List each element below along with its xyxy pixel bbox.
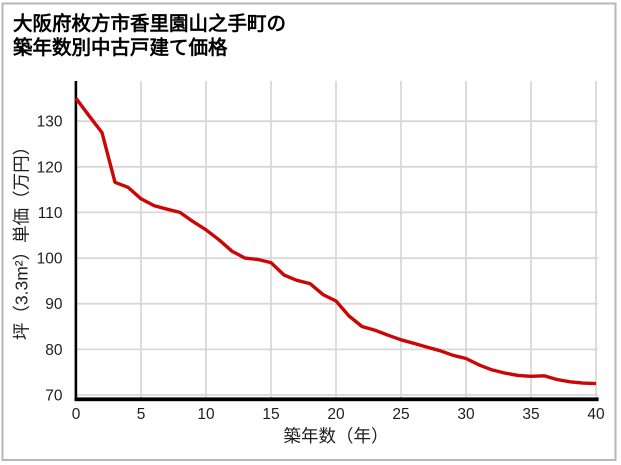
y-tick-label: 110	[38, 205, 63, 222]
x-tick-label: 20	[327, 406, 345, 423]
y-tick-label: 70	[45, 388, 63, 405]
card-border	[1, 2, 617, 461]
x-tick-label: 5	[137, 406, 146, 423]
x-tick-label: 35	[522, 406, 539, 423]
chart-title: 大阪府枚方市香里園山之手町の 築年数別中古戸建て価格	[13, 12, 286, 60]
y-tick-label: 120	[37, 159, 63, 176]
y-tick-label: 100	[37, 251, 63, 268]
y-tick-label: 80	[45, 342, 63, 359]
x-tick-label: 30	[457, 406, 475, 423]
price-line	[74, 97, 597, 386]
y-axis-spine	[74, 81, 78, 401]
x-tick-label: 40	[587, 406, 605, 423]
y-axis-label: 坪（3.3m²）単価（万円）	[11, 137, 32, 341]
chart-title-line2: 築年数別中古戸建て価格	[13, 37, 228, 59]
chart-title-line1: 大阪府枚方市香里園山之手町の	[13, 13, 287, 35]
x-tick-label: 25	[392, 406, 409, 423]
x-tick-label: 0	[72, 406, 81, 423]
y-tick-label: 130	[37, 114, 63, 131]
y-tick-label: 90	[45, 296, 63, 313]
x-tick-label: 15	[262, 406, 279, 423]
x-axis-label: 築年数（年）	[283, 426, 389, 446]
x-tick-label: 10	[197, 406, 215, 423]
x-axis-spine	[74, 397, 599, 402]
